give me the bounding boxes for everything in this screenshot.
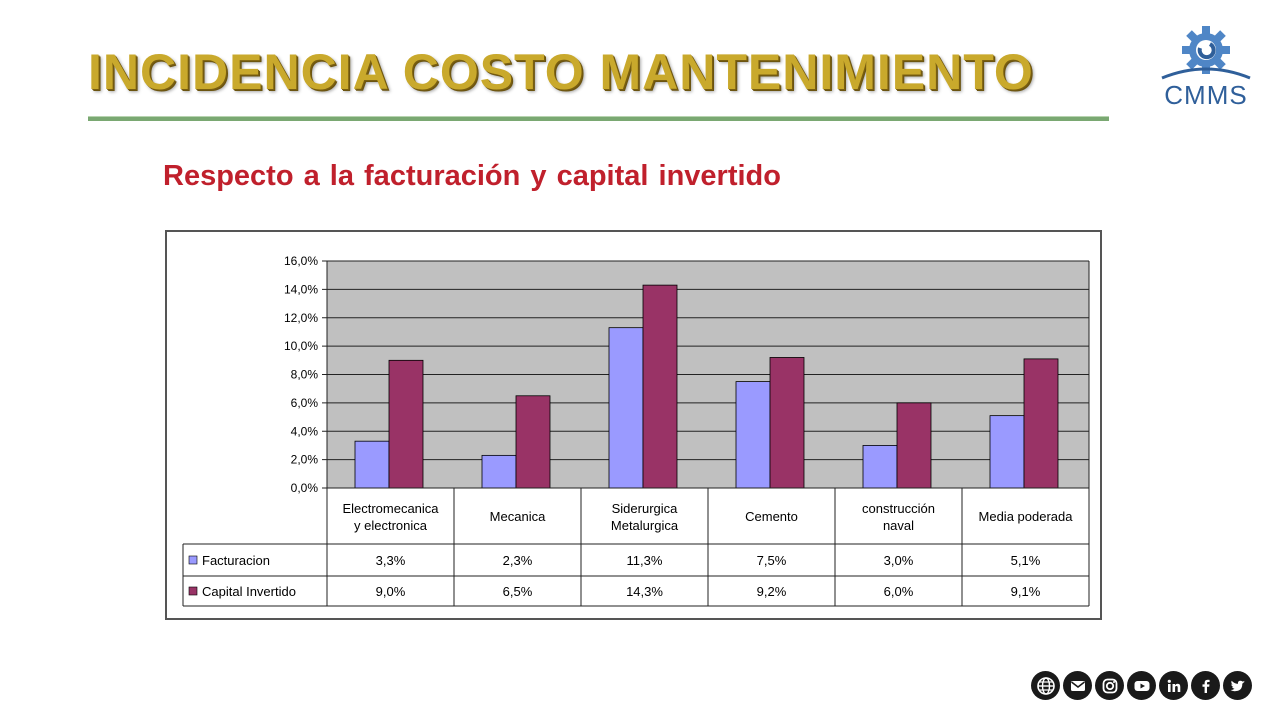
- y-tick-label: 6,0%: [291, 396, 319, 410]
- data-label: 14,3%: [626, 584, 663, 599]
- y-tick-label: 16,0%: [284, 254, 318, 268]
- globe-icon[interactable]: [1031, 671, 1060, 700]
- bar-capital-invertido: [642, 284, 678, 489]
- bar-facturacion: [608, 327, 644, 489]
- legend-label: Capital Invertido: [202, 584, 296, 599]
- youtube-icon[interactable]: [1127, 671, 1156, 700]
- data-label: 9,2%: [757, 584, 787, 599]
- bar-capital-invertido: [769, 357, 805, 489]
- y-tick-label: 14,0%: [284, 282, 318, 296]
- slide-subtitle: Respecto a la facturación y capital inve…: [163, 160, 781, 192]
- y-tick-label: 2,0%: [291, 453, 319, 467]
- data-label: 9,0%: [376, 584, 406, 599]
- y-tick-label: 12,0%: [284, 311, 318, 325]
- bar-facturacion: [989, 415, 1025, 489]
- x-tick-label: y electronica: [354, 518, 428, 533]
- bar-facturacion: [735, 381, 771, 489]
- x-tick-label: Metalurgica: [611, 518, 679, 533]
- gear-icon: [1161, 26, 1251, 80]
- data-label: 9,1%: [1011, 584, 1041, 599]
- y-tick-label: 4,0%: [291, 424, 319, 438]
- title-divider: [88, 116, 1109, 121]
- bar-capital-invertido: [1023, 358, 1059, 489]
- linkedin-icon[interactable]: [1159, 671, 1188, 700]
- bar-facturacion: [481, 454, 517, 489]
- x-tick-label: construcción: [862, 501, 935, 516]
- data-label: 6,5%: [503, 584, 533, 599]
- email-icon[interactable]: [1063, 671, 1092, 700]
- data-label: 6,0%: [884, 584, 914, 599]
- y-tick-label: 8,0%: [291, 368, 319, 382]
- social-links: [1031, 671, 1252, 703]
- x-tick-label: Electromecanica: [342, 501, 439, 516]
- chart-container: 0,0% 2,0% 4,0% 6,0% 8,0% 10,0% 12,0% 14,0% 16,0%…: [165, 230, 1102, 620]
- data-label: 3,3%: [376, 553, 406, 568]
- x-tick-label: naval: [883, 518, 914, 533]
- y-tick-label: 10,0%: [284, 339, 318, 353]
- data-label: 7,5%: [757, 553, 787, 568]
- bar-capital-invertido: [388, 359, 424, 489]
- bar-chart: 0,0% 2,0% 4,0% 6,0% 8,0% 10,0% 12,0% 14,0% 16,0%…: [182, 254, 1090, 607]
- data-label: 3,0%: [884, 553, 914, 568]
- twitter-icon[interactable]: [1223, 671, 1252, 700]
- logo-text: CMMS: [1164, 80, 1248, 110]
- legend-key: [188, 555, 198, 565]
- slide-title: INCIDENCIA COSTO MANTENIMIENTO: [88, 44, 1034, 100]
- data-label: 11,3%: [627, 553, 663, 568]
- legend-label: Facturacion: [202, 553, 270, 568]
- x-tick-label: Siderurgica: [612, 501, 679, 516]
- bar-capital-invertido: [515, 395, 551, 489]
- bar-capital-invertido: [896, 402, 932, 489]
- facebook-icon[interactable]: [1191, 671, 1220, 700]
- data-label: 2,3%: [503, 553, 533, 568]
- x-tick-label: Mecanica: [490, 509, 546, 524]
- bar-facturacion: [354, 440, 390, 489]
- instagram-icon[interactable]: [1095, 671, 1124, 700]
- legend-key: [188, 586, 198, 596]
- x-tick-label: Cemento: [745, 509, 798, 524]
- y-tick-label: 0,0%: [291, 481, 319, 495]
- data-label: 5,1%: [1011, 553, 1041, 568]
- x-tick-label: Media poderada: [979, 509, 1074, 524]
- bar-facturacion: [862, 445, 898, 489]
